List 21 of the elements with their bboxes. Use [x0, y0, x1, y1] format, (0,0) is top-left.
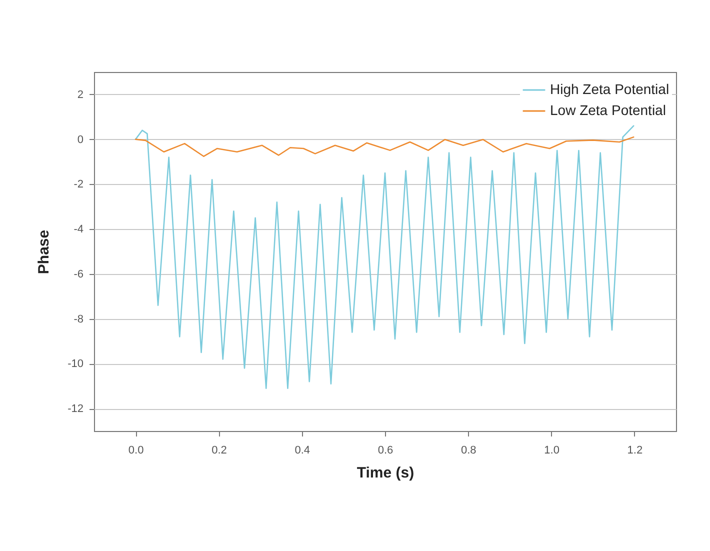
line-series [134, 125, 634, 390]
x-tick-label: 1.0 [544, 444, 560, 456]
y-tick-label: -4 [74, 224, 84, 236]
x-tick-label: 0.2 [212, 444, 227, 456]
legend-label: Low Zeta Potential [550, 102, 666, 118]
x-tick-label: 0.0 [128, 444, 144, 456]
y-tick-label: -10 [68, 358, 84, 370]
y-tick-label: -12 [68, 403, 84, 416]
y-tick-label: 2 [77, 88, 84, 101]
y-axis-title: Phase [36, 230, 53, 274]
legend-label: High Zeta Potential [550, 81, 670, 97]
y-tick-label: -8 [74, 313, 84, 326]
y-tick-label: -2 [74, 178, 84, 191]
x-axis-title: Time (s) [356, 464, 414, 482]
y-tick-label: 0 [77, 134, 84, 146]
line-series [134, 136, 634, 158]
x-tick-label: 0.4 [294, 444, 310, 456]
x-tick-label: 0.6 [378, 444, 394, 456]
y-tick-label: -6 [74, 268, 84, 280]
x-tick-label: 1.2 [627, 444, 643, 456]
x-tick-label: 0.8 [460, 444, 476, 456]
